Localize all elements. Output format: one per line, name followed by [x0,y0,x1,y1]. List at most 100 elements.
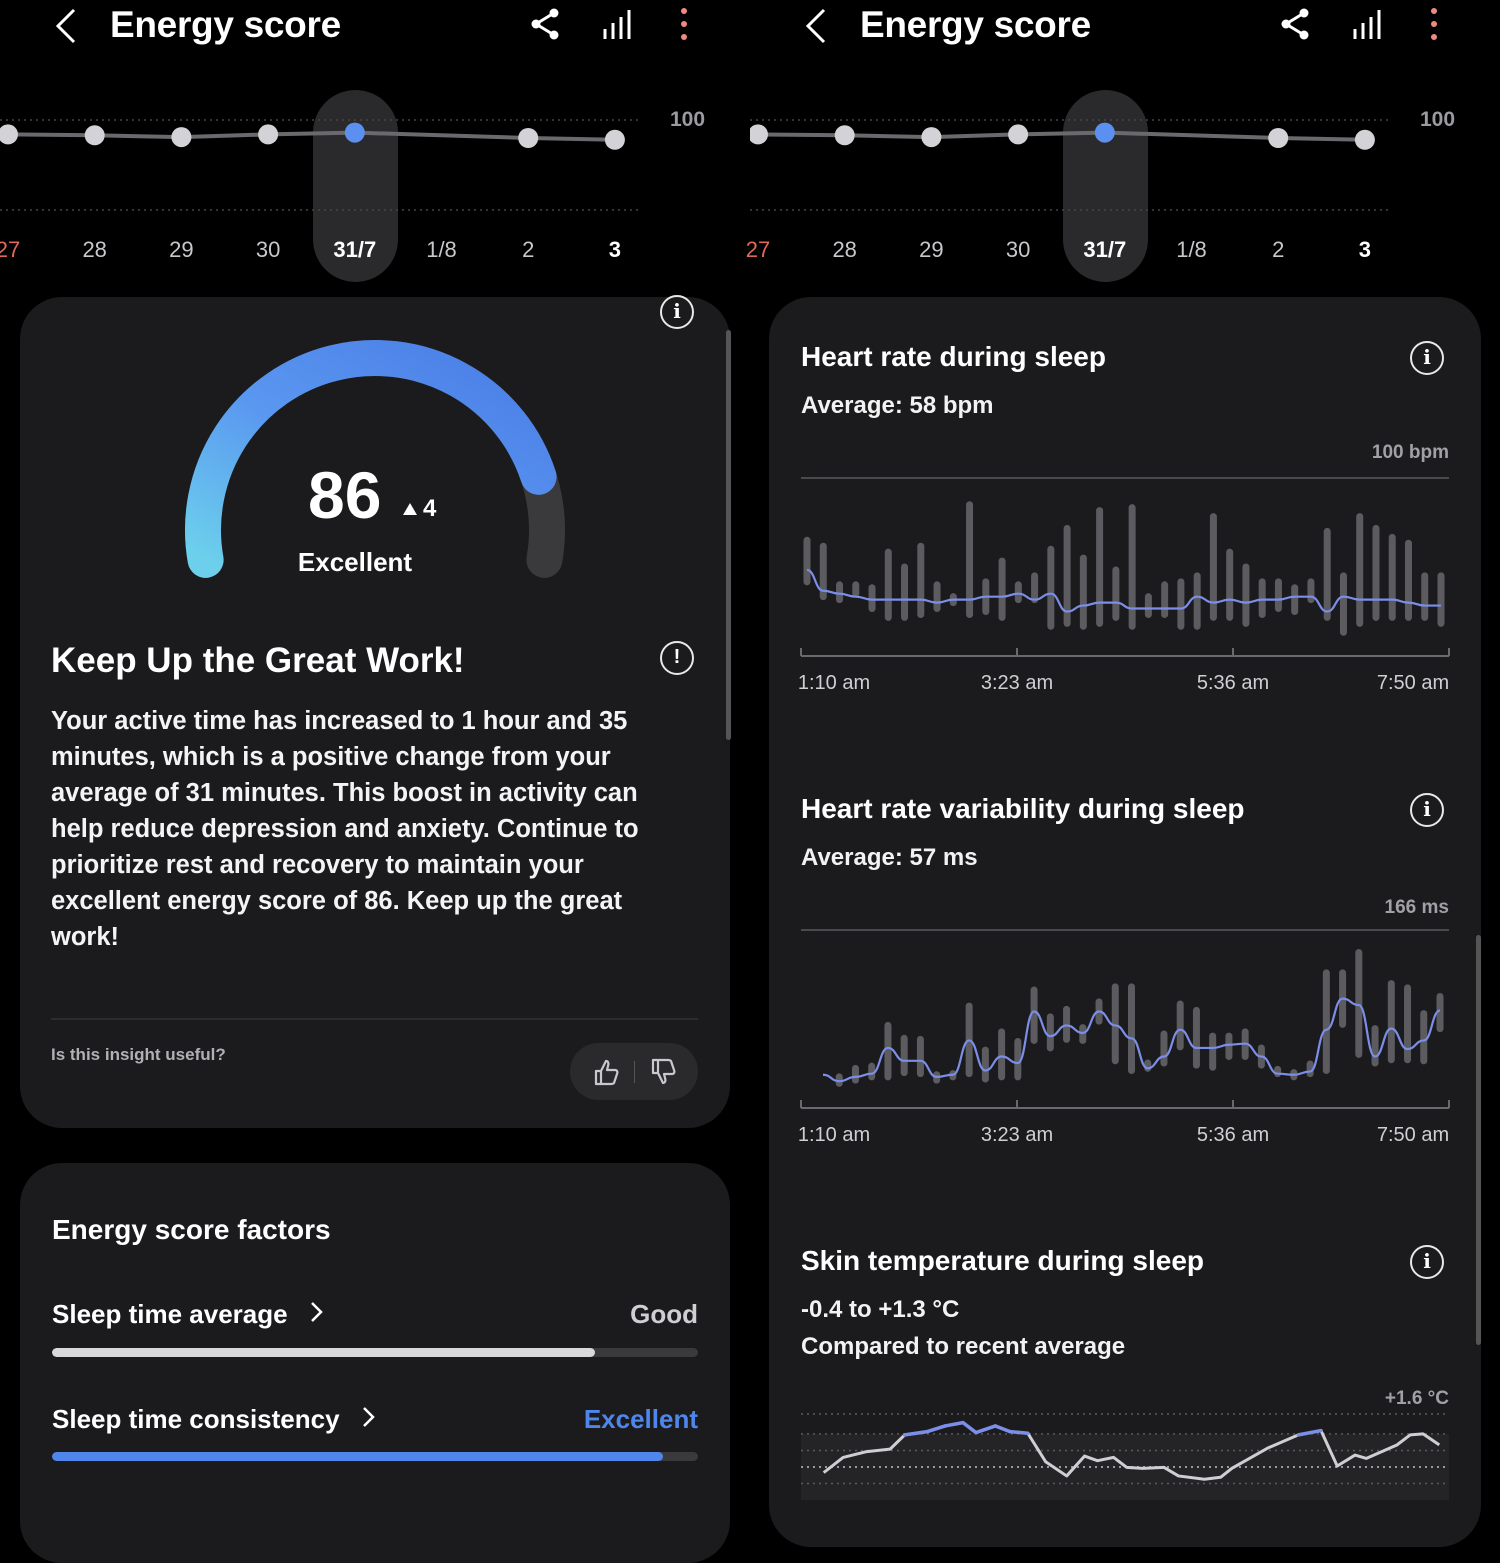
back-button[interactable] [48,6,84,46]
energy-trend-chart[interactable] [0,0,750,290]
stats-button[interactable] [600,6,636,42]
hr-y-max: 100 bpm [1371,442,1449,463]
factor-label: Sleep time average [52,1299,288,1329]
more-options-button[interactable] [1418,6,1450,42]
x-tick-label: 5:36 am [1196,672,1270,694]
date-label[interactable]: 1/8 [426,237,457,262]
stats-button[interactable] [1350,6,1386,42]
trend-point [1008,124,1029,145]
score-value: 86 [308,458,382,532]
thumbs-up-icon[interactable] [591,1057,621,1087]
info-icon[interactable]: i [1410,1245,1444,1279]
selected-date-highlight [313,90,398,282]
back-button[interactable] [798,6,834,46]
more-vertical-icon [681,8,687,40]
x-tick-label: 7:50 am [1376,1124,1450,1146]
share-icon [1281,8,1309,40]
trend-point [84,125,105,146]
more-vertical-icon [1431,8,1437,40]
feedback-separator [633,1060,635,1083]
score-rating: Excellent [297,547,413,577]
hr-average: Average: 58 bpm [801,392,994,419]
feedback-buttons [570,1043,698,1100]
alert-icon: ! [660,641,694,675]
hr-title: Heart rate during sleep [801,341,1106,372]
date-label[interactable]: 27 [0,237,21,262]
info-icon[interactable]: i [1410,793,1444,827]
trend-point [258,124,279,145]
chevron-left-icon [55,8,76,44]
triangle-up-icon [403,503,417,515]
info-icon[interactable]: i [1410,341,1444,375]
factors-card: Energy score factors Sleep time average … [20,1163,730,1563]
factor-rating: Excellent [583,1404,698,1434]
chevron-right-icon [362,1407,375,1427]
scrollbar[interactable] [726,330,731,740]
date-label[interactable]: 3 [608,237,622,262]
insight-title: Keep Up the Great Work! [51,641,465,680]
trend-point [344,122,365,143]
share-button[interactable] [527,6,563,42]
skin-temp-range: -0.4 to +1.3 °C [801,1296,960,1323]
date-label[interactable]: 1/8 [1176,237,1207,262]
date-label[interactable]: 2 [1272,237,1285,262]
factor-sleep-time-consistency[interactable]: Sleep time consistency Excellent [52,1404,698,1435]
x-tick-label: 3:23 am [980,1124,1054,1146]
feedback-question: Is this insight useful? [51,1045,226,1064]
score-change: 4 [402,495,436,523]
x-tick-label: 1:10 am [797,672,871,694]
trend-point [834,125,855,146]
date-label[interactable]: 29 [919,237,944,262]
info-icon[interactable]: i [660,295,694,329]
insight-body: Your active time has increased to 1 hour… [51,707,639,951]
factors-title: Energy score factors [52,1214,331,1245]
energy-trend-chart[interactable] [750,0,1500,290]
hrv-y-max: 166 ms [1384,897,1449,918]
trend-point [750,124,768,145]
date-label[interactable]: 28 [82,237,107,262]
trend-point [1354,129,1375,150]
x-tick-label: 1:10 am [797,1124,871,1146]
trend-point [171,127,192,148]
date-label[interactable]: 3 [1358,237,1372,262]
chevron-right-icon [310,1302,323,1322]
trend-point [518,128,539,148]
date-label[interactable]: 2 [522,237,535,262]
date-label[interactable]: 31/7 [1083,237,1127,262]
date-label[interactable]: 28 [832,237,857,262]
share-icon [531,8,559,40]
trend-y-max-label: 100 [1420,108,1456,131]
date-label[interactable]: 30 [255,237,281,262]
date-label[interactable]: 30 [1005,237,1031,262]
date-label[interactable]: 29 [169,237,194,262]
x-tick-label: 3:23 am [980,672,1054,694]
x-tick-label: 7:50 am [1376,672,1450,694]
skin-temp-y-max: +1.6 °C [1384,1388,1449,1409]
selected-date-highlight [1063,90,1148,282]
factor-progress-bar [52,1452,698,1461]
factor-progress-bar [52,1348,698,1357]
more-options-button[interactable] [668,6,700,42]
thumbs-down-icon[interactable] [648,1057,678,1087]
skin-temp-title: Skin temperature during sleep [801,1245,1204,1276]
gauge-value-arc [185,340,557,578]
factor-label: Sleep time consistency [52,1404,340,1434]
bar-chart-icon [1353,10,1381,39]
hrv-title: Heart rate variability during sleep [801,793,1245,824]
page-title: Energy score [860,4,1091,45]
chevron-left-icon [805,8,826,44]
factor-sleep-time-average[interactable]: Sleep time average Good [52,1299,698,1330]
date-label[interactable]: 27 [745,237,771,262]
scrollbar[interactable] [1476,935,1481,1345]
date-label[interactable]: 31/7 [333,237,377,262]
divider [51,1018,698,1020]
score-change-value: 4 [423,495,437,522]
share-button[interactable] [1277,6,1313,42]
factor-progress-fill [52,1348,595,1357]
trend-point [921,127,942,148]
trend-point [1268,128,1289,148]
score-gauge [185,340,565,578]
trend-point [1094,122,1115,143]
trend-point [0,124,18,145]
hrv-average: Average: 57 ms [801,844,978,871]
